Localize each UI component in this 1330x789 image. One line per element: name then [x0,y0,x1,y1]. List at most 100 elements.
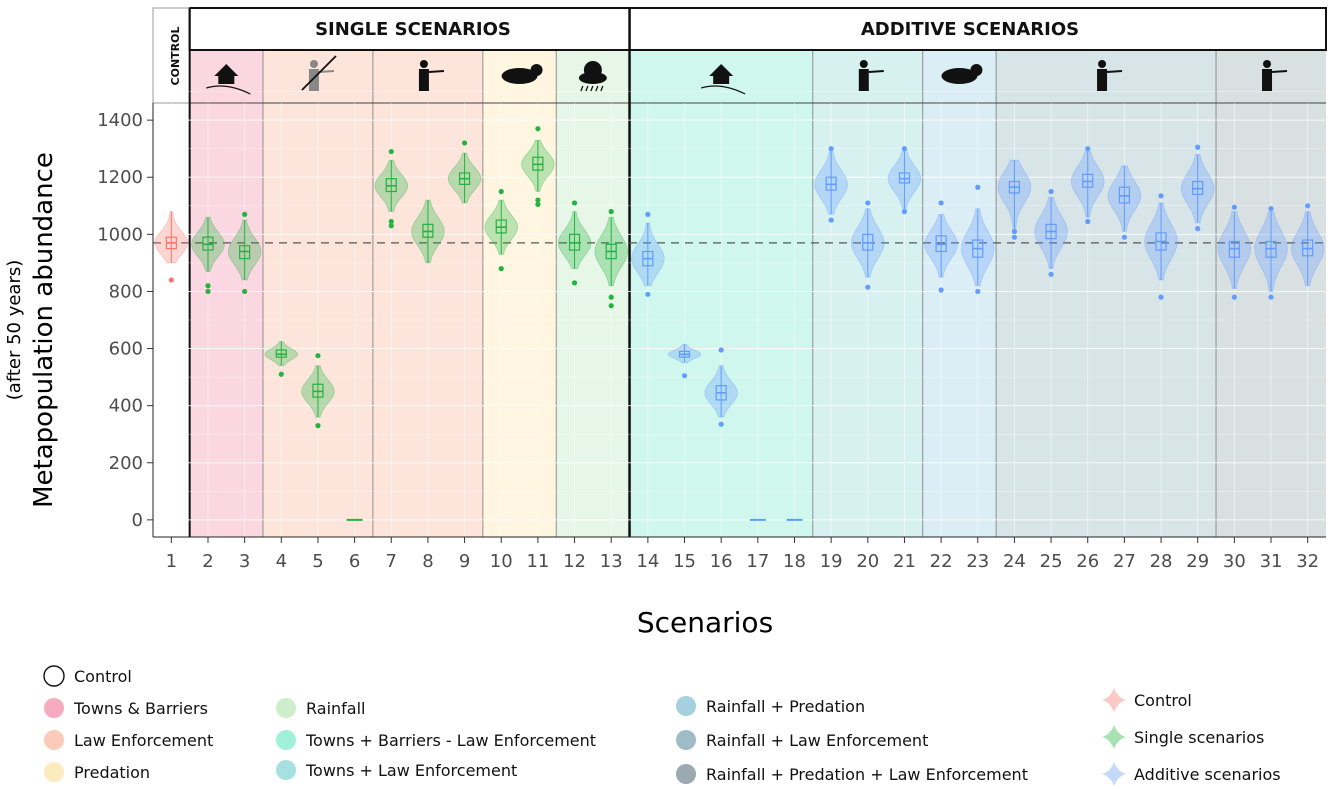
ranger-pointing-icon [1097,60,1123,91]
outlier-point [645,291,651,297]
legend-label: Law Enforcement [74,731,213,750]
x-tick-label: 4 [276,551,287,572]
rain-drop [595,85,599,92]
legend-item: Control [43,665,132,687]
y-tick-label: 1400 [97,110,143,131]
ranger-rifle [1106,70,1123,73]
x-tick-label: 12 [563,551,586,572]
outlier-point [1011,228,1018,235]
x-tick-label: 28 [1150,551,1173,572]
violin-25 [1034,188,1068,277]
legend-item: Additive scenarios [1102,762,1281,786]
outlier-point [975,184,981,190]
outlier-point [1158,294,1164,300]
violin-26 [1070,146,1105,225]
legend-item: Single scenarios [1102,725,1264,749]
outlier-point [535,197,541,203]
ranger-rifle [428,70,444,73]
outlier-point [938,287,944,293]
x-tick-label: 16 [710,551,733,572]
scenario-bands [152,7,1327,537]
violin-10 [484,188,519,272]
ranger-body [308,69,319,91]
ranger-rifle [1271,70,1288,73]
legend-swatch [44,698,64,718]
legend-item: Rainfall [276,698,365,718]
outlier-point [1048,188,1054,195]
outlier-point [242,211,248,217]
violin-14 [631,211,665,297]
x-tick-label: 14 [636,551,659,572]
legend-swatch [276,698,296,718]
violin-3 [227,211,262,295]
ranger-rifle [868,70,884,73]
outlier-point [205,288,211,295]
lion-body [501,68,538,84]
y-tick-label: 400 [109,396,143,417]
x-tick-label: 19 [820,551,843,572]
ranger-rifle [318,70,335,73]
x-tick-label: 31 [1260,551,1283,572]
control-group-label: CONTROL [169,27,182,86]
outlier-point [278,371,284,377]
legend-label: Rainfall + Predation [706,697,865,716]
x-tick-label: 22 [930,551,953,572]
ranger-body [1097,69,1108,91]
ranger-head [309,60,318,68]
house-roof [214,64,239,76]
legend-item: Rainfall + Law Enforcement [676,730,928,750]
violin-16 [704,347,738,427]
outlier-point [1121,234,1127,240]
outlier-point [571,200,578,206]
x-axis-title: Scenarios [637,606,773,639]
outlier-point [975,288,981,295]
y-tick-label: 1000 [97,224,143,245]
x-tick-label: 17 [746,551,769,572]
ranger-head [419,60,428,68]
legend-swatch [44,762,64,782]
legend-item: Rainfall + Predation [676,696,865,716]
ranger-pointing-icon [1262,60,1288,91]
x-tick-label: 30 [1223,551,1246,572]
outlier-point [461,140,468,146]
outlier-point [242,288,248,295]
lion-body [941,68,978,84]
house-road-icon [206,64,251,95]
x-tick-label: 15 [673,551,696,572]
single-group-label: SINGLE SCENARIOS [315,19,511,40]
cross-out [301,55,337,91]
legend-label: Predation [74,763,150,782]
y-axis-title: Metapopulation abundance [29,152,59,508]
legend-label: Towns & Barriers [73,699,208,718]
violin-12 [557,200,592,286]
rain-drop [590,85,594,92]
outlier-point [315,353,321,359]
legend-swatch [44,730,64,750]
outlier-point [608,208,614,215]
violin-20 [850,200,885,290]
violin-27 [1107,165,1142,240]
violin-22 [924,200,958,293]
legend-swatch [676,730,696,750]
legend-label: Towns + Barriers - Law Enforcement [305,731,596,750]
rain-drop [580,85,584,92]
legend-label: Rainfall + Law Enforcement [706,731,928,750]
x-tick-label: 20 [856,551,879,572]
violin-7 [374,148,409,229]
road [206,85,251,95]
y-tick-label: 1200 [97,167,143,188]
outlier-point [828,146,834,152]
outlier-point [1158,193,1164,199]
outlier-point [388,148,394,155]
legend-violin-swatch [1102,762,1126,786]
legend-label: Rainfall + Predation + Law Enforcement [706,765,1028,784]
outlier-point [718,421,724,427]
x-tick-label: 1 [166,551,177,572]
violin-32 [1290,203,1325,287]
violin-13 [594,208,629,309]
violin-4 [264,341,299,377]
outlier-point [865,284,871,290]
ranger-body [858,69,869,91]
legend-item: Law Enforcement [44,730,213,750]
